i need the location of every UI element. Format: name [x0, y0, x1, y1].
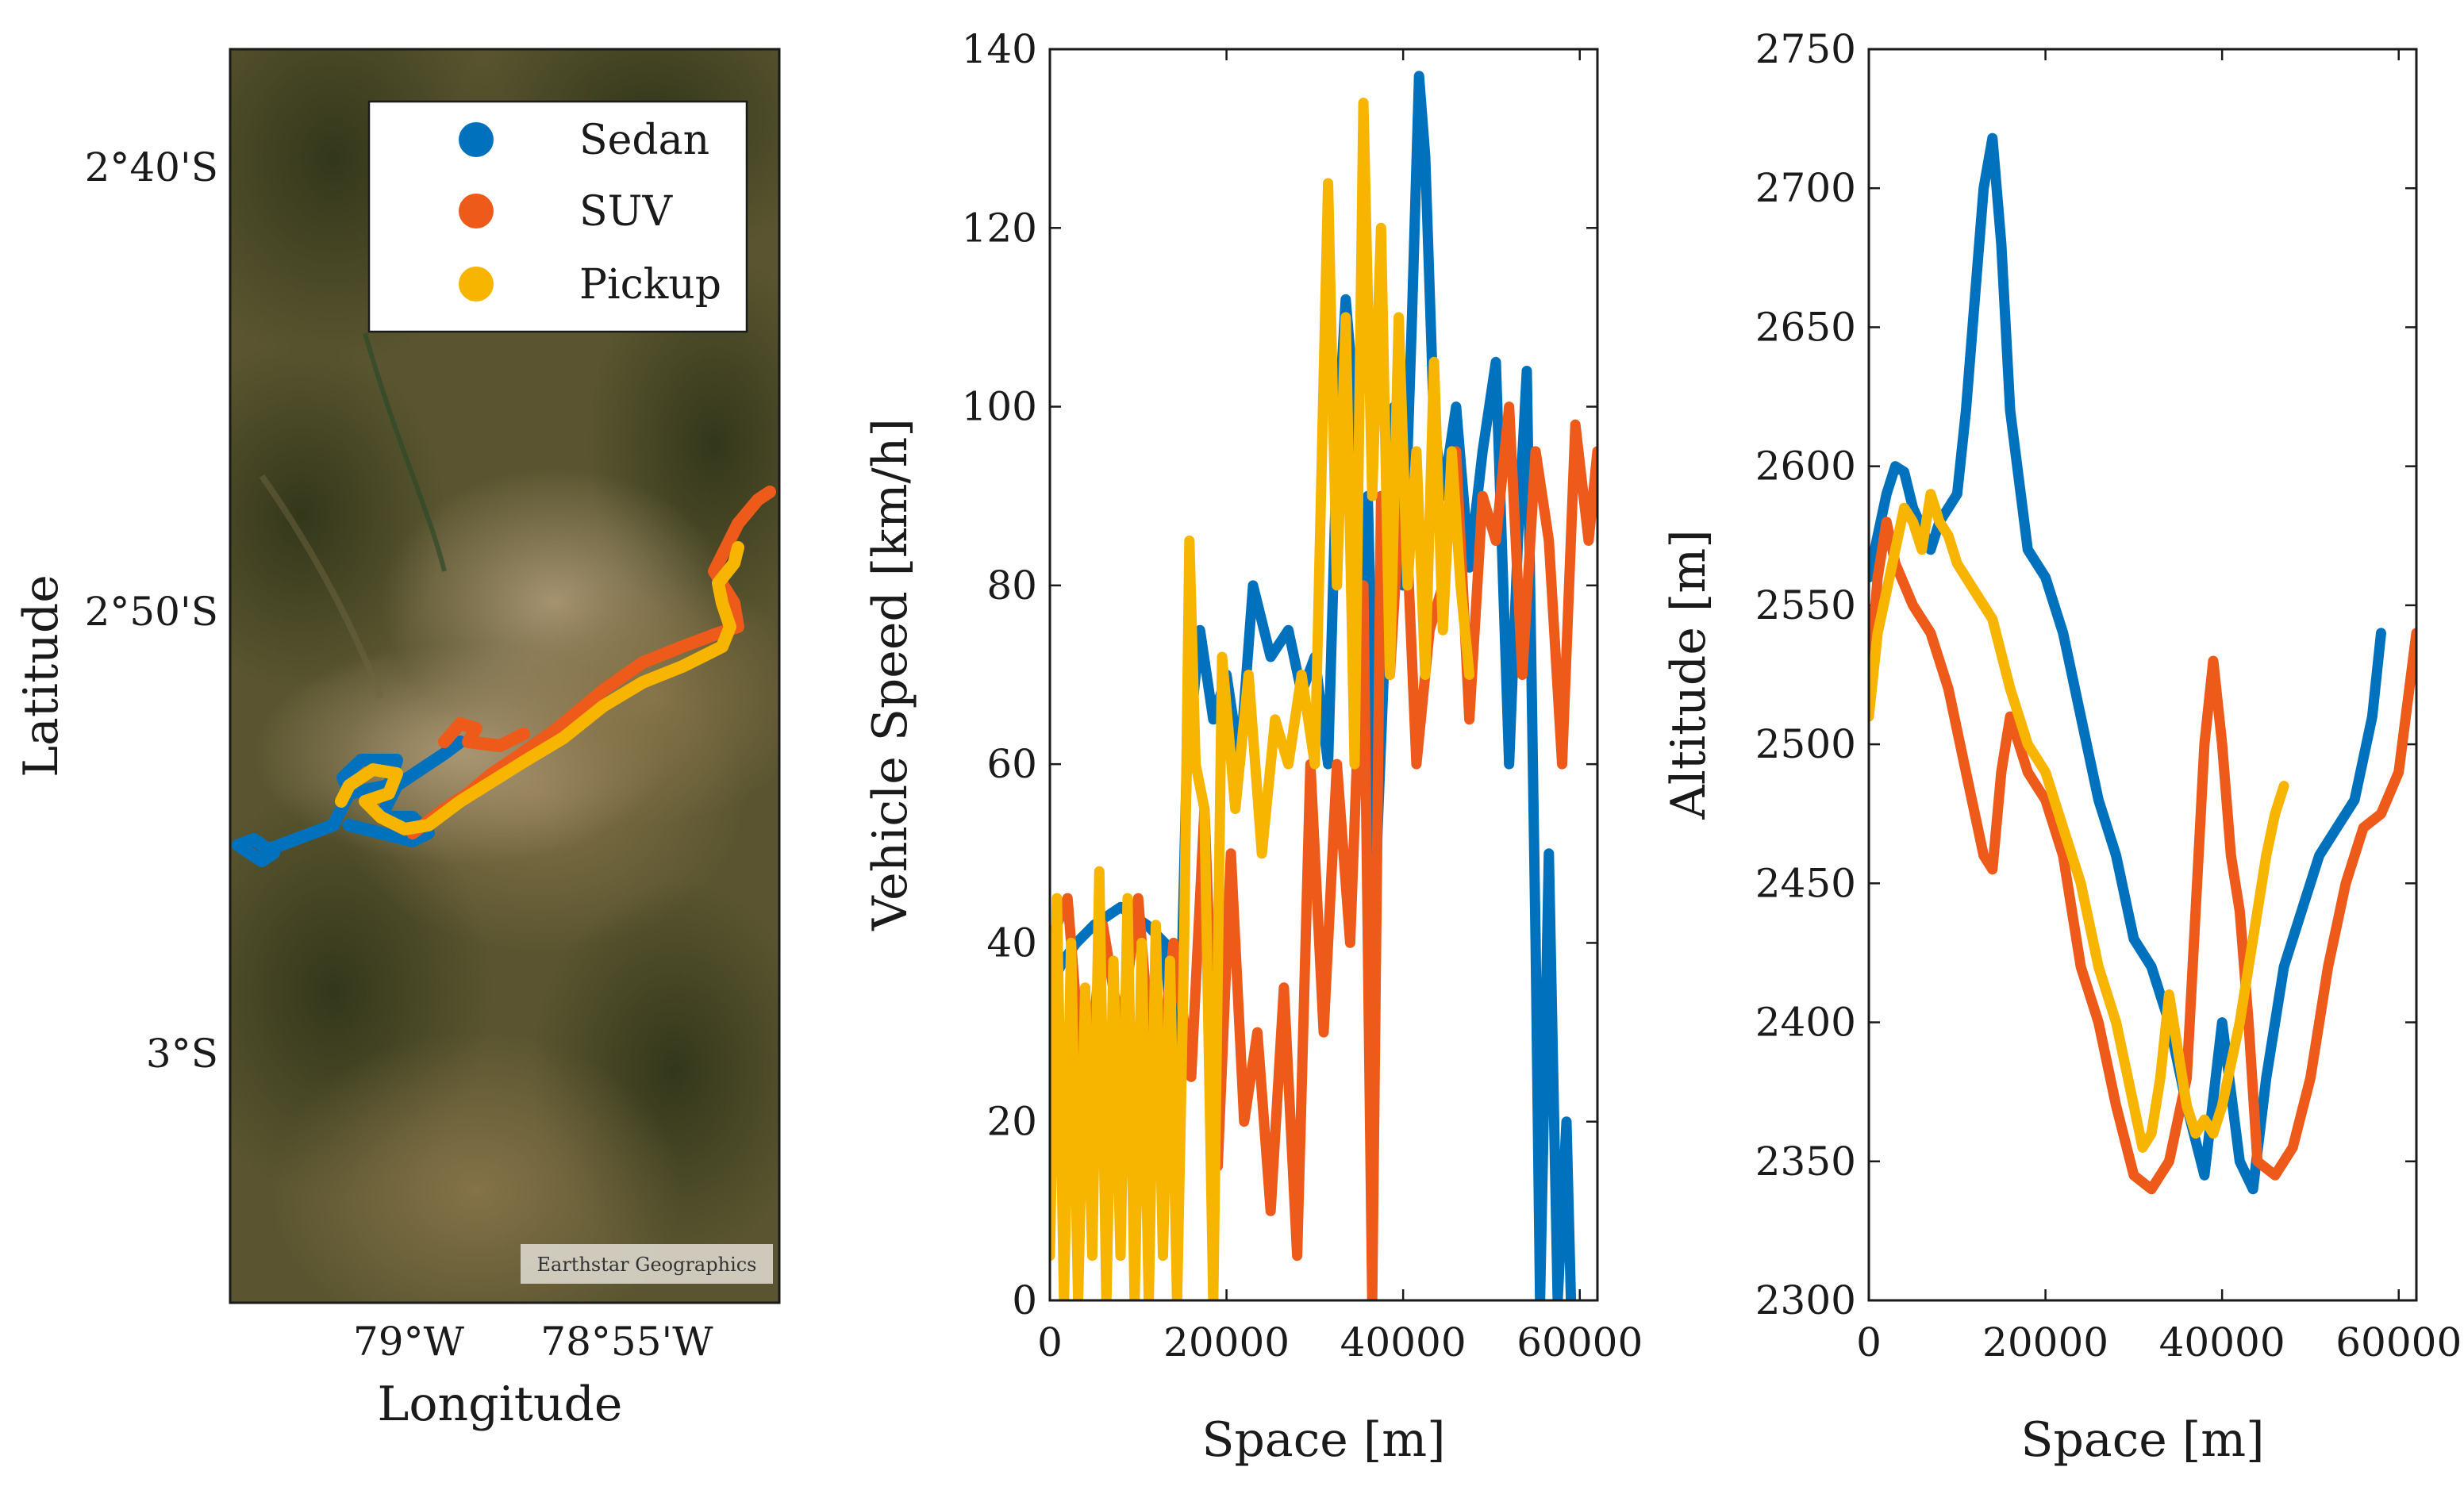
map-y-tick: 3°S [146, 1031, 218, 1077]
attribution-box [521, 1244, 773, 1284]
speed-y-tick-label: 80 [986, 563, 1037, 609]
alt-y-tick-label: 2450 [1755, 860, 1856, 906]
speed-x-tick-label: 0 [1037, 1319, 1063, 1365]
map-x-tick: 79°W [353, 1319, 465, 1365]
alt-x-tick-label: 60000 [2335, 1319, 2462, 1365]
speed-y-label: Vehicle Speed [km/h] [863, 418, 918, 931]
speed-y-tick-label: 100 [962, 384, 1037, 430]
alt-y-tick-label: 2550 [1755, 582, 1856, 628]
speed-chart: 0 20 40 60 80 100 120 140 0 20000 40000 60000 Space… [863, 26, 1643, 1468]
alt-x-tick-label: 40000 [2159, 1319, 2285, 1365]
speed-y-tick-label: 140 [962, 26, 1037, 72]
speed-y-tick-label: 0 [1012, 1277, 1037, 1323]
map-y-tick: 2°50'S [85, 589, 218, 635]
map-x-label: Longitude [378, 1377, 623, 1432]
speed-y-tick-label: 20 [986, 1099, 1037, 1145]
alt-y-tick-label: 2600 [1755, 444, 1856, 490]
alt-x-tick-label: 20000 [1982, 1319, 2108, 1365]
legend-marker-sedan [459, 122, 494, 157]
legend-marker-suv [459, 194, 494, 228]
altitude-plot-frame [1867, 48, 2418, 1302]
speed-x-tick-label: 40000 [1340, 1319, 1466, 1365]
legend-marker-pickup [459, 267, 494, 301]
route-suv-loop [438, 717, 530, 752]
speed-x-tick-label: 20000 [1163, 1319, 1290, 1365]
alt-y-tick-label: 2300 [1755, 1277, 1856, 1323]
map-y-label: Latitude [13, 574, 69, 778]
map-panel: Earthstar Geographics Sedan SUV Pickup 2… [13, 48, 781, 1432]
altitude-x-label: Space [m] [2020, 1412, 2264, 1468]
alt-y-tick-label: 2750 [1755, 26, 1856, 72]
alt-x-tick-label: 0 [1856, 1319, 1882, 1365]
speed-y-tick-label: 40 [986, 920, 1037, 966]
legend-label-pickup: Pickup [579, 261, 721, 309]
alt-series-pickup [1869, 489, 2289, 1153]
speed-x-label: Space [m] [1201, 1412, 1445, 1468]
alt-y-tick-label: 2700 [1755, 165, 1856, 211]
speed-y-tick-label: 60 [986, 741, 1037, 787]
alt-y-tick-label: 2350 [1755, 1139, 1856, 1185]
speed-y-tick-label: 120 [962, 205, 1037, 251]
alt-y-tick-label: 2400 [1755, 1000, 1856, 1046]
altitude-chart: 2300 2350 2400 2450 2500 2550 2600 2650 2700 2750… [1661, 26, 2462, 1468]
alt-y-tick-label: 2650 [1755, 304, 1856, 350]
map-x-tick: 78°55'W [540, 1319, 713, 1365]
attribution-text: Earthstar Geographics [537, 1254, 757, 1276]
altitude-y-label: Altitude [m] [1661, 529, 1716, 820]
alt-y-tick-label: 2500 [1755, 721, 1856, 767]
legend-label-sedan: Sedan [579, 117, 709, 164]
speed-plot-frame [1048, 48, 1599, 1302]
speed-x-tick-label: 60000 [1516, 1319, 1643, 1365]
legend-label-suv: SUV [579, 188, 673, 236]
map-y-tick: 2°40'S [85, 144, 218, 190]
alt-series-suv [1869, 517, 2416, 1195]
legend-box [367, 100, 748, 333]
route-pickup [335, 541, 744, 835]
legend: Sedan SUV Pickup [367, 100, 748, 333]
map-frame [229, 48, 781, 1304]
speed-series-pickup [1050, 98, 1475, 1300]
